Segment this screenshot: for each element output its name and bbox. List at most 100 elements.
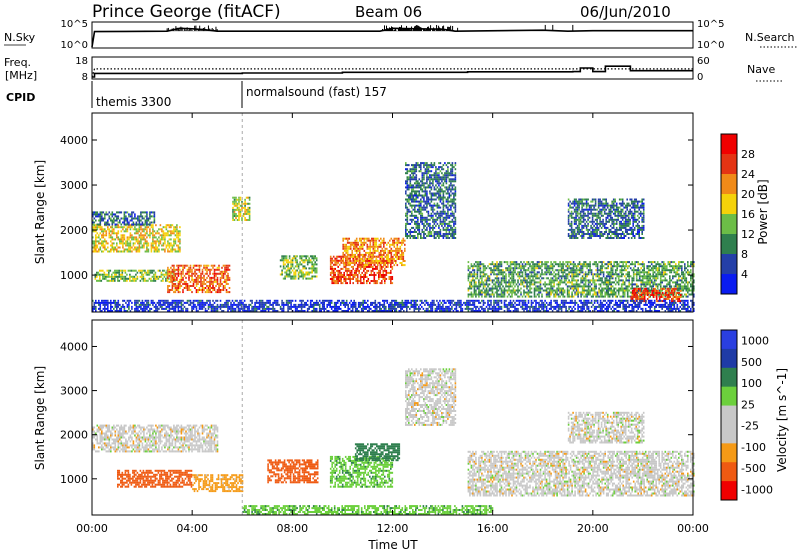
data-cell — [385, 274, 388, 276]
data-cell — [506, 281, 509, 284]
data-cell — [554, 291, 557, 294]
data-cell — [682, 287, 685, 290]
data-cell — [503, 289, 506, 292]
data-cell — [424, 182, 427, 185]
data-cell — [631, 287, 633, 290]
data-cell — [681, 293, 683, 296]
data-cell — [361, 245, 364, 248]
data-cell — [442, 226, 445, 229]
data-cell — [441, 178, 443, 181]
data-cell — [587, 287, 590, 290]
data-cell — [415, 216, 418, 219]
freq-unit-label: [MHz] — [5, 69, 37, 82]
data-cell — [551, 263, 554, 266]
data-cell — [678, 283, 680, 286]
data-cell — [641, 265, 644, 268]
data-cell — [129, 275, 131, 278]
data-cell — [113, 238, 115, 241]
data-cell — [408, 222, 410, 225]
data-cell — [435, 178, 437, 181]
data-cell — [571, 291, 573, 294]
data-cell — [488, 275, 491, 278]
data-cell — [140, 215, 142, 218]
data-cell — [150, 248, 153, 251]
data-cell — [105, 213, 108, 216]
data-cell — [670, 285, 673, 288]
data-cell — [308, 277, 310, 280]
data-cell — [111, 213, 114, 216]
data-cell — [637, 273, 639, 276]
data-cell — [436, 168, 439, 171]
data-cell — [424, 208, 427, 211]
data-cell — [432, 204, 434, 207]
data-cell — [395, 241, 397, 244]
data-cell — [562, 261, 564, 264]
data-cell — [282, 277, 285, 280]
data-cell — [435, 188, 437, 191]
data-cell — [174, 283, 177, 285]
data-cell — [147, 273, 149, 276]
data-cell — [126, 244, 129, 247]
data-cell — [429, 224, 431, 227]
data-cell — [469, 285, 471, 288]
data-cell — [628, 261, 630, 264]
data-cell — [167, 270, 169, 273]
data-cell — [114, 219, 117, 222]
data-cell — [445, 214, 448, 217]
data-cell — [514, 269, 516, 272]
data-cell — [335, 282, 338, 285]
data-cell — [331, 259, 333, 262]
data-cell — [580, 265, 582, 268]
data-cell — [444, 162, 446, 165]
data-cell — [509, 285, 512, 288]
data-cell — [520, 291, 522, 294]
data-cell — [177, 268, 180, 271]
data-cell — [101, 244, 103, 247]
data-cell — [448, 228, 451, 231]
data-cell — [634, 263, 636, 266]
data-cell — [170, 272, 172, 275]
data-cell — [311, 275, 313, 278]
data-cell — [412, 218, 415, 221]
data-cell — [198, 287, 201, 289]
data-cell — [500, 281, 503, 284]
data-cell — [593, 263, 596, 266]
data-cell — [147, 219, 150, 222]
data-cell — [601, 295, 603, 298]
data-cell — [139, 271, 142, 274]
data-cell — [547, 283, 549, 286]
data-cell — [587, 285, 590, 288]
data-cell — [358, 249, 361, 252]
data-cell — [167, 234, 169, 237]
data-cell — [113, 221, 115, 224]
data-cell — [544, 289, 546, 292]
data-cell — [221, 283, 223, 285]
data-cell — [282, 267, 285, 270]
data-cell — [96, 223, 99, 226]
data-cell — [392, 243, 394, 246]
data-cell — [432, 180, 434, 183]
data-cell — [572, 263, 575, 266]
data-cell — [518, 271, 521, 274]
data-cell — [644, 283, 647, 286]
data-cell — [453, 166, 455, 169]
data-cell — [438, 216, 440, 219]
data-cell — [358, 271, 360, 274]
data-cell — [351, 243, 353, 246]
data-cell — [194, 278, 196, 281]
data-cell — [186, 289, 189, 291]
data-cell — [129, 232, 132, 235]
data-cell — [233, 204, 236, 207]
data-cell — [209, 289, 211, 291]
data-cell — [146, 226, 148, 229]
data-cell — [450, 208, 452, 211]
data-cell — [436, 186, 439, 189]
data-cell — [373, 282, 376, 285]
data-cell — [176, 285, 178, 287]
data-cell — [632, 271, 635, 274]
data-cell — [427, 184, 430, 187]
data-cell — [451, 202, 454, 205]
data-cell — [346, 249, 349, 252]
data-cell — [614, 287, 617, 290]
data-cell — [160, 275, 163, 278]
